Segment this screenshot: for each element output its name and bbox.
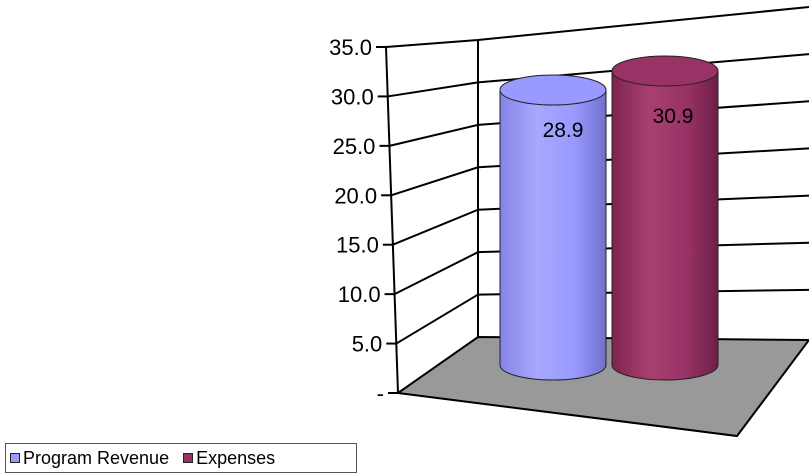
- left-wall-edge: [385, 46, 399, 394]
- cylinder-program-revenue: 28.9: [499, 74, 607, 381]
- cylinder-expenses: 30.9: [611, 55, 719, 381]
- y-tick-label: 10.0: [338, 282, 381, 307]
- cylinder-body: [499, 89, 607, 381]
- cylinders: 28.9 30.9: [499, 55, 719, 381]
- y-tick-label: -: [377, 381, 384, 406]
- cylinder-body: [611, 70, 719, 381]
- cylinder-top: [611, 55, 719, 87]
- gridline: [385, 6, 809, 48]
- cylinder-top: [499, 74, 607, 106]
- y-tick-label: 30.0: [331, 84, 374, 109]
- legend-label: Program Revenue: [23, 447, 170, 468]
- y-tick-label: 25.0: [333, 134, 376, 159]
- y-tick-label: 20.0: [334, 183, 377, 208]
- data-label: 30.9: [653, 105, 694, 128]
- legend-swatch-program-revenue: [10, 453, 20, 463]
- legend-item-program-revenue: Program Revenue: [10, 448, 169, 469]
- y-tick-label: 15.0: [336, 233, 379, 258]
- data-label: 28.9: [543, 119, 584, 142]
- y-axis: - 5.0 10.0 15.0 20.0 25.0 30.0 35.0: [329, 35, 398, 406]
- legend-item-expenses: Expenses: [183, 448, 275, 469]
- legend-label: Expenses: [196, 447, 276, 468]
- legend-swatch-expenses: [183, 453, 194, 463]
- y-tick-label: 35.0: [329, 35, 372, 60]
- legend: Program Revenue Expenses: [5, 443, 357, 473]
- y-tick-label: 5.0: [352, 332, 383, 357]
